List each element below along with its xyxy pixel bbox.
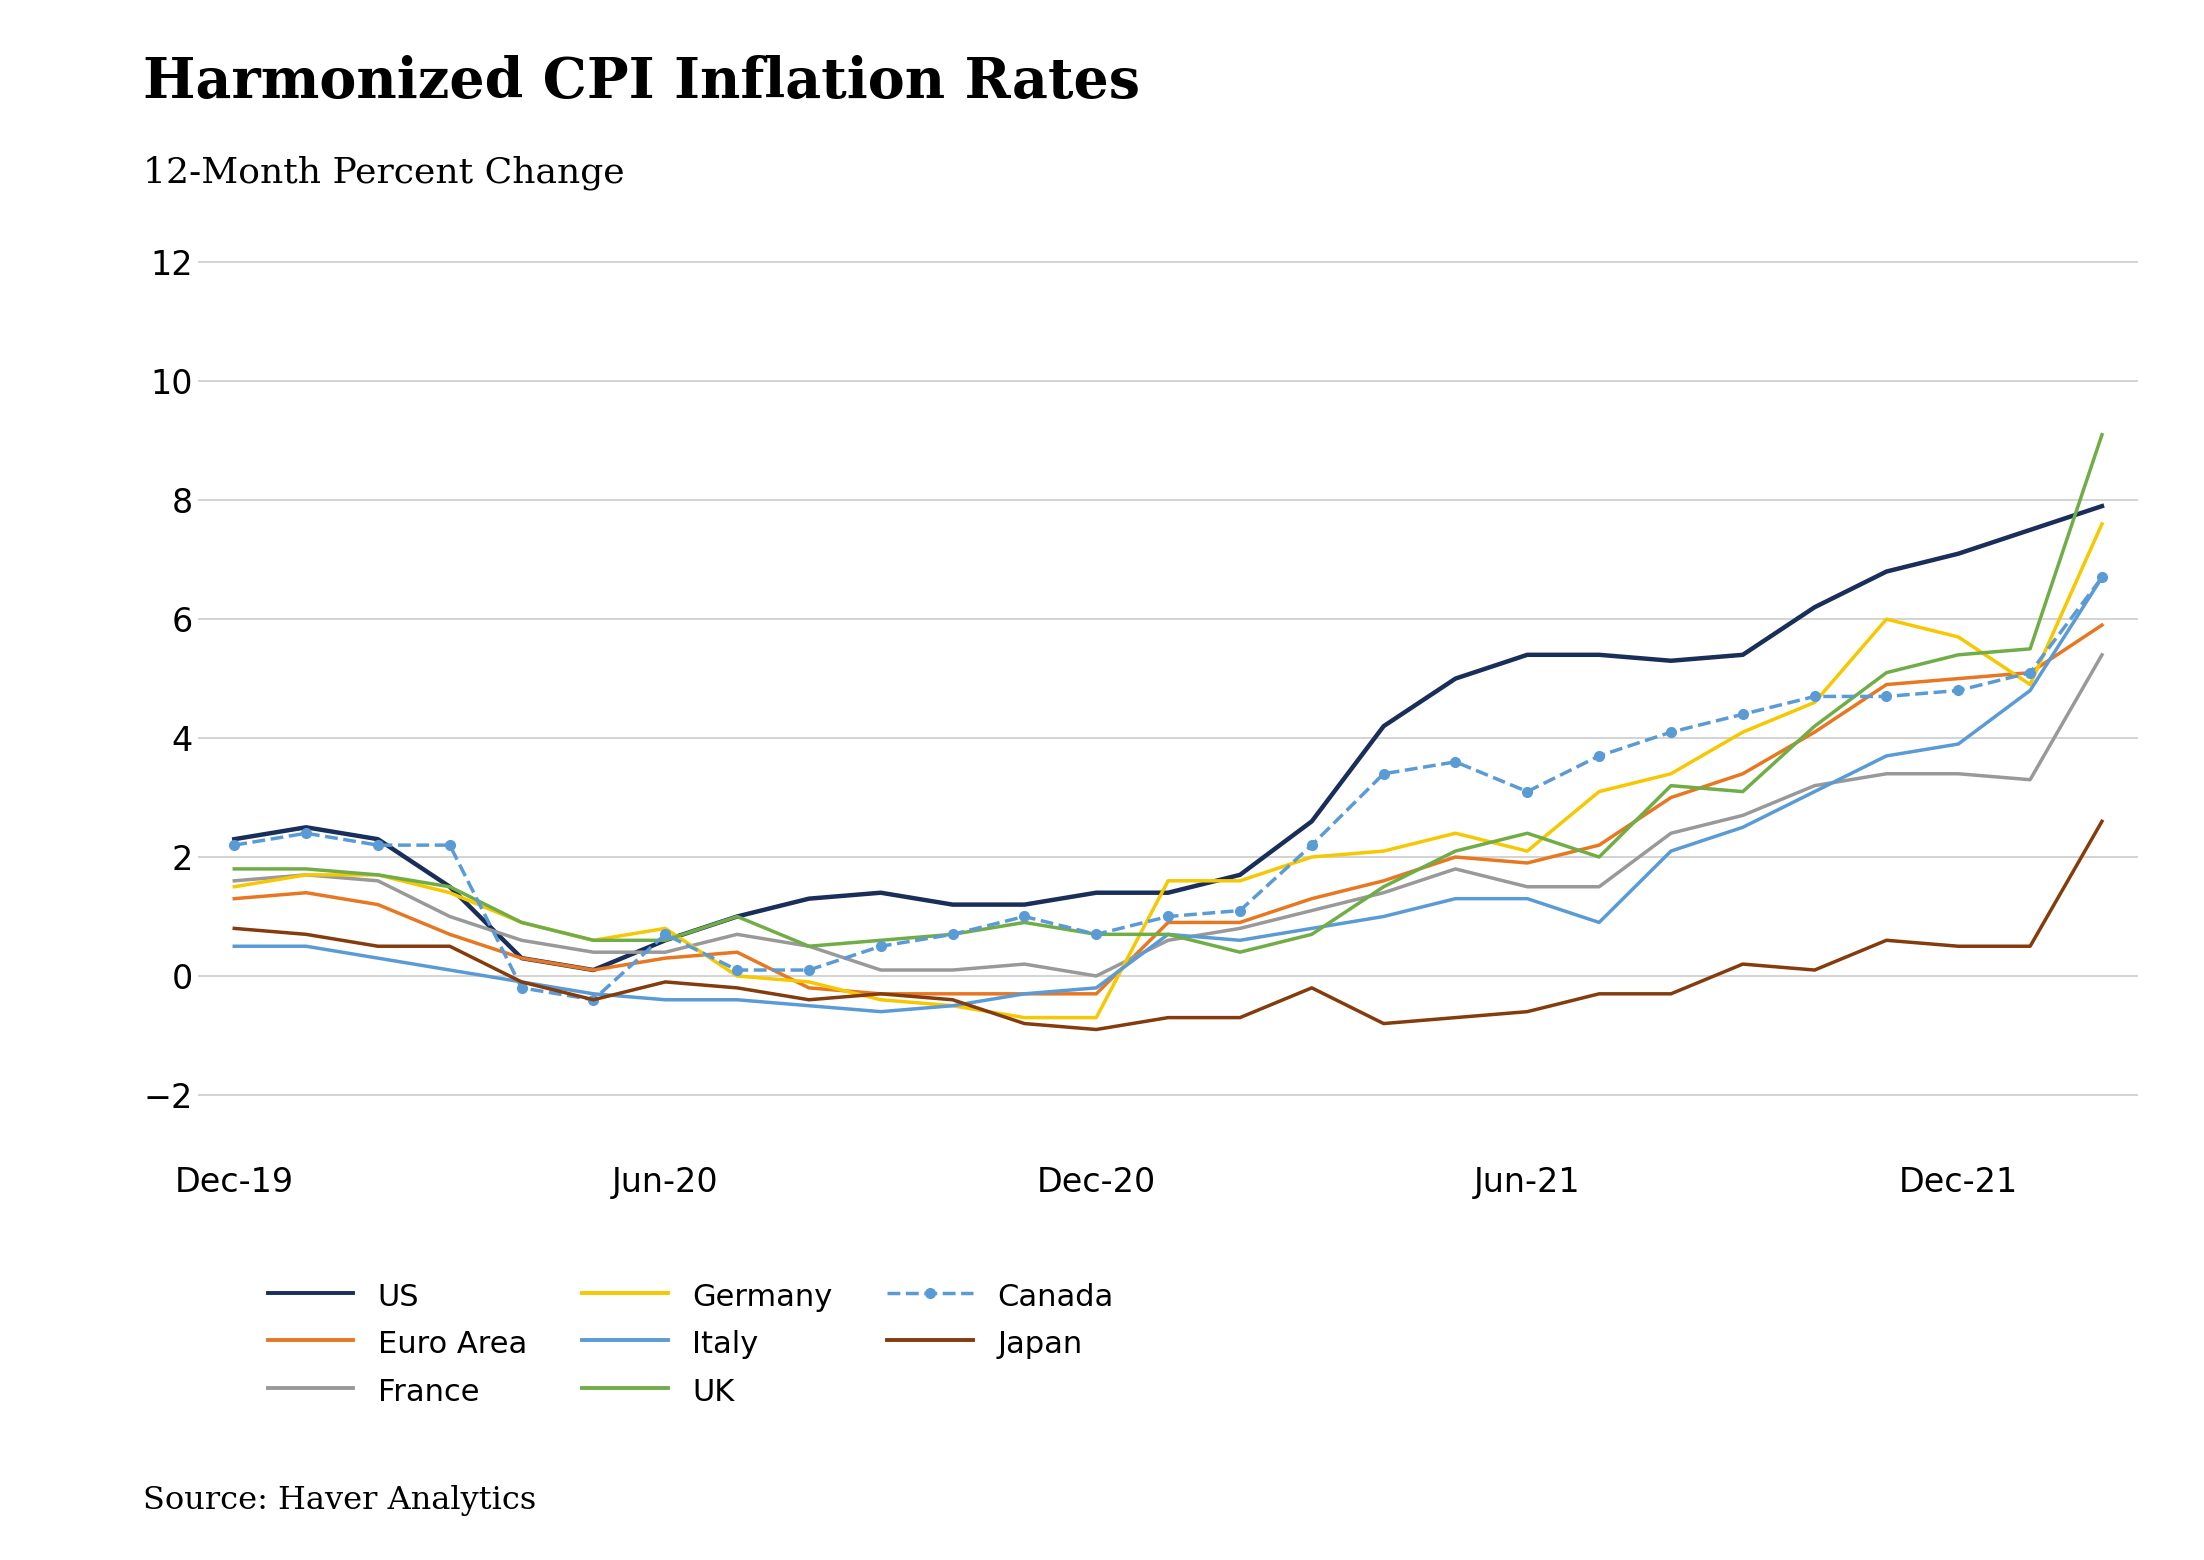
Legend: US, Euro Area, France, Germany, Italy, UK, Canada, Japan: US, Euro Area, France, Germany, Italy, U… [253, 1265, 1128, 1421]
Text: Source: Haver Analytics: Source: Haver Analytics [143, 1485, 536, 1516]
Text: 12-Month Percent Change: 12-Month Percent Change [143, 156, 626, 190]
Text: Harmonized CPI Inflation Rates: Harmonized CPI Inflation Rates [143, 55, 1139, 109]
